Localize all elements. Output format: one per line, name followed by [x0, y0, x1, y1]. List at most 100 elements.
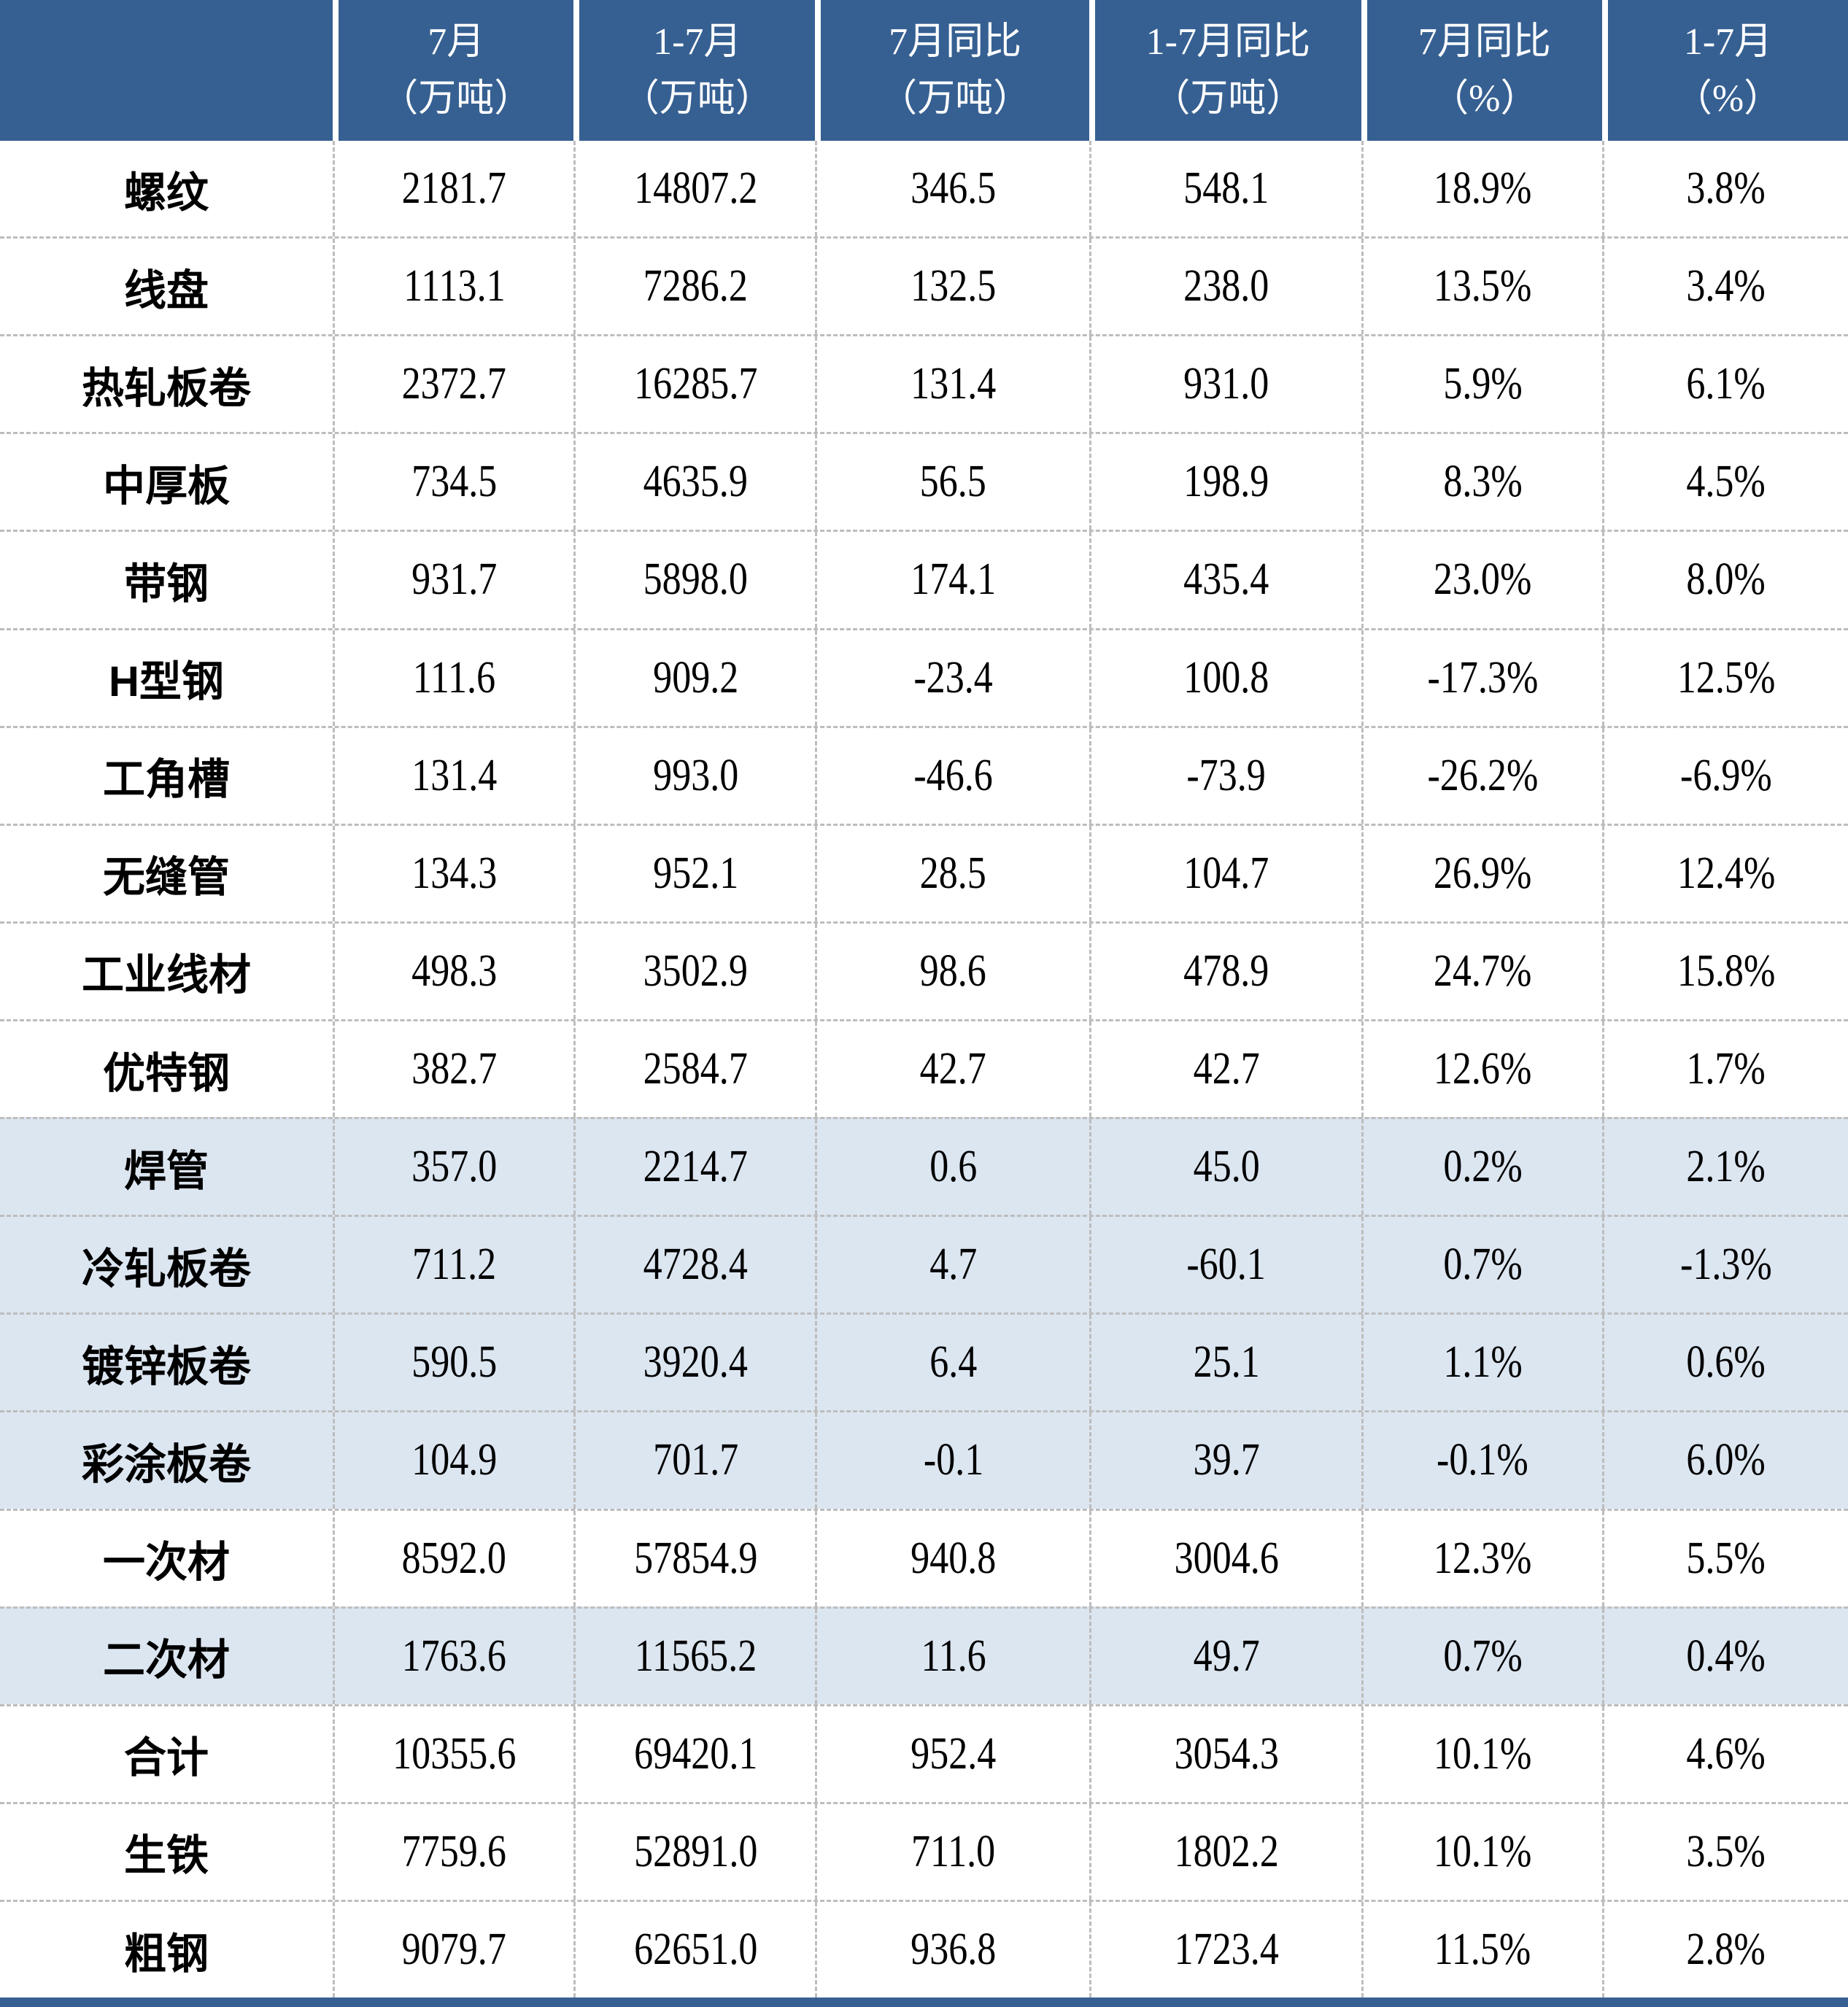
data-value: 1113.1 [403, 261, 506, 312]
row-label-cell: 工角槽 [0, 728, 333, 824]
table-row: 优特钢 382.7 2584.7 42.7 42.7 12.6% 1.7% [0, 1018, 1848, 1118]
data-value: 346.5 [911, 163, 997, 214]
data-cell: -0.1 [815, 1412, 1089, 1509]
header-cell: 7月同比 （%） [1361, 0, 1603, 141]
data-value: 111.6 [413, 652, 496, 703]
header-cell: 7月同比 （万吨） [815, 0, 1090, 141]
row-label: 工角槽 [102, 756, 230, 804]
data-cell: 18.9% [1361, 141, 1603, 237]
data-cell: 7759.6 [332, 1803, 574, 1900]
data-cell: 3.8% [1602, 141, 1848, 237]
data-value: 498.3 [411, 946, 498, 996]
data-cell: 548.1 [1089, 141, 1361, 237]
data-value: 1.7% [1686, 1044, 1766, 1094]
header-cell: 1-7月 （万吨） [573, 0, 816, 141]
data-cell: 940.8 [815, 1510, 1089, 1606]
data-value: 238.0 [1183, 261, 1269, 312]
table-row: 热轧板卷 2372.7 16285.7 131.4 931.0 5.9% 6.1% [0, 334, 1848, 433]
data-cell: 4728.4 [573, 1217, 815, 1313]
header-cell: 1-7月同比 （万吨） [1089, 0, 1361, 141]
data-value: 1.1% [1443, 1337, 1523, 1388]
row-label: 螺纹 [123, 169, 209, 217]
data-cell: 2584.7 [573, 1021, 815, 1118]
data-value: 952.1 [652, 848, 738, 898]
data-cell: 701.7 [573, 1412, 815, 1509]
data-cell: -6.9% [1602, 727, 1848, 824]
data-value: 590.5 [411, 1337, 498, 1388]
header-line-1: 1-7月 [653, 20, 742, 63]
data-value: 0.7% [1443, 1240, 1523, 1290]
data-cell: -73.9 [1089, 727, 1361, 824]
data-cell: 711.0 [815, 1803, 1089, 1900]
data-cell: -26.2% [1361, 727, 1603, 824]
data-value: 940.8 [911, 1533, 997, 1583]
row-label-cell: 热轧板卷 [0, 336, 333, 432]
row-label-cell: 线盘 [0, 239, 333, 334]
data-value: 952.4 [911, 1728, 997, 1779]
table-row: 合计 10355.6 69420.1 952.4 3054.3 10.1% 4.6% [0, 1704, 1848, 1802]
data-cell: 4.6% [1602, 1706, 1848, 1802]
data-cell: 12.3% [1361, 1510, 1603, 1606]
data-value: 10.1% [1434, 1826, 1532, 1876]
data-cell: 132.5 [815, 239, 1089, 335]
table-row: 镀锌板卷 590.5 3920.4 6.4 25.1 1.1% 0.6% [0, 1312, 1848, 1411]
row-label-cell: 焊管 [0, 1119, 333, 1215]
data-value: 734.5 [411, 457, 498, 507]
data-value: 478.9 [1183, 946, 1269, 996]
data-value: 69420.1 [633, 1728, 757, 1779]
data-cell: 0.4% [1602, 1608, 1848, 1704]
data-cell: 11.5% [1361, 1901, 1603, 1998]
data-cell: 238.0 [1089, 239, 1361, 335]
table-row: 工角槽 131.4 993.0 -46.6 -73.9 -26.2% -6.9% [0, 725, 1848, 824]
data-value: 7286.2 [643, 261, 748, 312]
data-value: 6.0% [1686, 1435, 1766, 1485]
row-label-cell: 无缝管 [0, 826, 333, 921]
data-cell: 734.5 [332, 434, 574, 530]
table-row: 工业线材 498.3 3502.9 98.6 478.9 24.7% 15.8% [0, 921, 1848, 1019]
data-value: 56.5 [920, 457, 987, 507]
data-value: 7759.6 [402, 1826, 507, 1876]
data-cell: 134.3 [332, 825, 574, 921]
data-value: 0.4% [1686, 1631, 1766, 1681]
data-cell: 42.7 [1089, 1021, 1361, 1118]
data-value: 701.7 [652, 1435, 738, 1485]
data-value: 12.6% [1434, 1044, 1532, 1094]
table-row: 彩涂板卷 104.9 701.7 -0.1 39.7 -0.1% 6.0% [0, 1410, 1848, 1509]
data-cell: 8.0% [1602, 532, 1848, 628]
data-value: 104.7 [1183, 848, 1269, 898]
data-value: 4.5% [1686, 457, 1766, 507]
row-label: 无缝管 [102, 854, 230, 902]
data-cell: 5898.0 [573, 532, 815, 628]
data-cell: 498.3 [332, 923, 574, 1019]
data-cell: 174.1 [815, 532, 1089, 628]
header-cell-empty [0, 0, 333, 141]
data-value: 2214.7 [643, 1142, 748, 1192]
row-label: H型钢 [109, 658, 224, 706]
header-line-2: （万吨） [621, 77, 773, 120]
data-cell: 6.0% [1602, 1412, 1848, 1509]
data-value: 13.5% [1434, 261, 1532, 312]
data-value: 2584.7 [643, 1044, 748, 1094]
data-value: 42.7 [1193, 1044, 1260, 1094]
data-cell: 16285.7 [573, 336, 815, 433]
header-line-2: （万吨） [380, 77, 533, 120]
data-value: 11.6 [920, 1631, 986, 1681]
data-cell: 56.5 [815, 434, 1089, 530]
table-row: 粗钢 9079.7 62651.0 936.8 1723.4 11.5% 2.8% [0, 1899, 1848, 1998]
data-value: 49.7 [1193, 1631, 1260, 1681]
data-cell: 104.7 [1089, 825, 1361, 921]
data-cell: 28.5 [815, 825, 1089, 921]
data-cell: 0.6% [1602, 1315, 1848, 1411]
bottom-accent-bar [0, 1998, 1848, 2007]
table-row: 二次材 1763.6 11565.2 11.6 49.7 0.7% 0.4% [0, 1606, 1848, 1704]
row-label-cell: 生铁 [0, 1804, 333, 1900]
data-value: 16285.7 [633, 359, 757, 409]
data-cell: 8592.0 [332, 1510, 574, 1606]
header-line-1: 7月同比 [889, 20, 1022, 63]
data-cell: 909.2 [573, 630, 815, 726]
data-value: 0.2% [1443, 1142, 1523, 1192]
data-cell: 25.1 [1089, 1315, 1361, 1411]
data-cell: 69420.1 [573, 1706, 815, 1802]
table-row: 螺纹 2181.7 14807.2 346.5 548.1 18.9% 3.8% [0, 141, 1848, 237]
